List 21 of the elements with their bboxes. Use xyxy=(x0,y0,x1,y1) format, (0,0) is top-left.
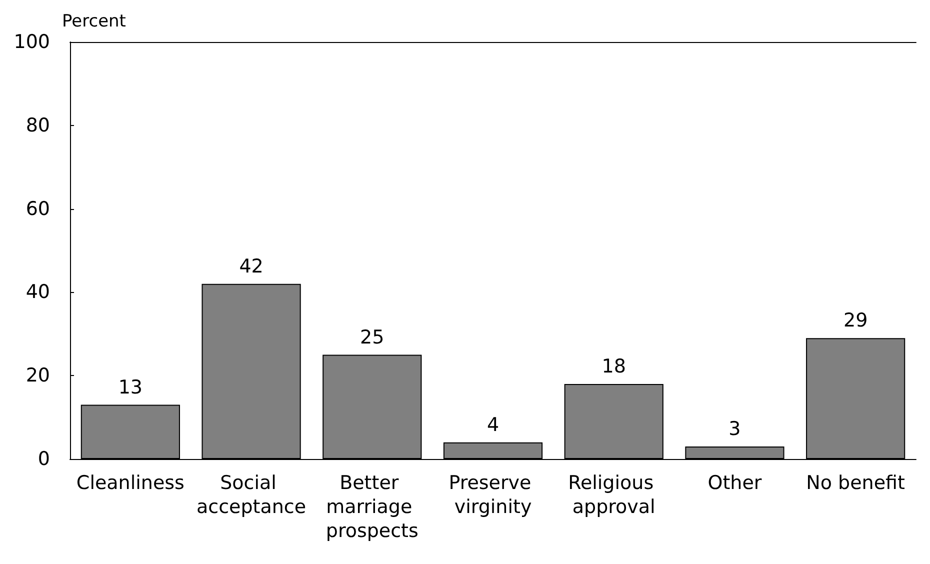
x-tick-label: Other xyxy=(708,472,762,494)
x-tick-label: Better marriage prospects xyxy=(326,472,418,542)
x-tick-label: Preserve virginity xyxy=(448,472,538,518)
x-tick-label: Cleanliness xyxy=(76,472,184,494)
y-axis-title: Percent xyxy=(62,12,126,32)
data-label: 18 xyxy=(602,355,626,378)
data-label: 13 xyxy=(118,376,143,398)
y-tick-label: 60 xyxy=(26,198,50,220)
y-tick-label: 20 xyxy=(26,364,50,387)
y-tick-label: 100 xyxy=(14,31,50,53)
x-tick-label: Religious approval xyxy=(568,472,660,518)
y-tick-label: 0 xyxy=(38,448,50,470)
x-tick-label: No benefit xyxy=(806,472,905,494)
data-label: 25 xyxy=(360,326,384,348)
data-label: 29 xyxy=(843,310,868,332)
data-label: 42 xyxy=(239,255,264,278)
x-tick-label: Social acceptance xyxy=(196,472,306,518)
y-tick-label: 80 xyxy=(26,114,50,136)
data-label: 3 xyxy=(728,418,741,440)
data-label: 4 xyxy=(486,414,500,436)
y-tick-label: 40 xyxy=(26,281,50,304)
